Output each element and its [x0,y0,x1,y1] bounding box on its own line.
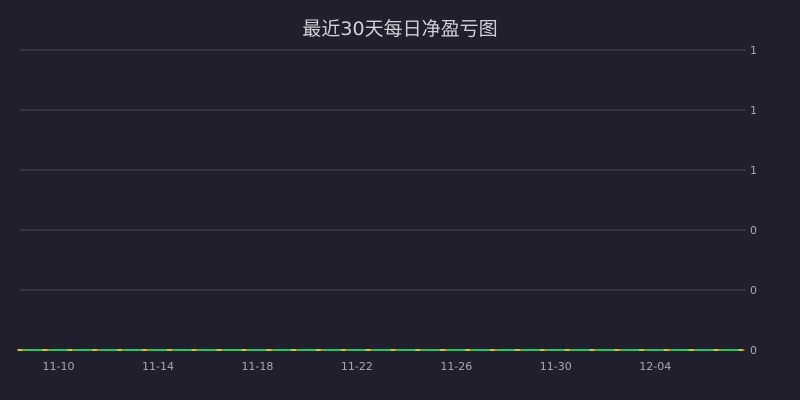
x-tick-label: 11-30 [540,360,572,373]
data-point [92,349,98,351]
x-tick-label: 12-04 [639,360,671,373]
data-point [614,349,620,351]
data-point [639,349,645,351]
data-point [514,349,520,351]
data-point [17,349,23,351]
x-tick-label: 11-10 [43,360,75,373]
y-tick-label: 1 [750,164,757,177]
data-point [440,349,446,351]
data-point [663,349,669,351]
data-point [589,349,595,351]
data-point [688,349,694,351]
x-tick-label: 11-26 [440,360,472,373]
y-tick-label: 0 [750,344,757,357]
data-point [315,349,321,351]
y-tick-label: 0 [750,224,757,237]
data-point [241,349,247,351]
y-tick-label: 0 [750,284,757,297]
data-point [738,349,744,351]
x-tick-label: 11-14 [142,360,174,373]
y-tick-label: 1 [750,104,757,117]
data-point [713,349,719,351]
data-point [216,349,222,351]
data-point [465,349,471,351]
data-point [340,349,346,351]
data-point [390,349,396,351]
data-point [539,349,545,351]
chart-title: 最近30天每日净盈亏图 [302,18,498,40]
data-point [266,349,272,351]
data-point [415,349,421,351]
data-point [42,349,48,351]
data-point [365,349,371,351]
x-tick-label: 11-18 [241,360,273,373]
data-point [290,349,296,351]
x-tick-label: 11-22 [341,360,373,373]
data-point [489,349,495,351]
data-point [564,349,570,351]
data-point [67,349,73,351]
data-point [166,349,172,351]
y-tick-label: 1 [750,44,757,57]
data-point [116,349,122,351]
data-point [141,349,147,351]
data-point [191,349,197,351]
